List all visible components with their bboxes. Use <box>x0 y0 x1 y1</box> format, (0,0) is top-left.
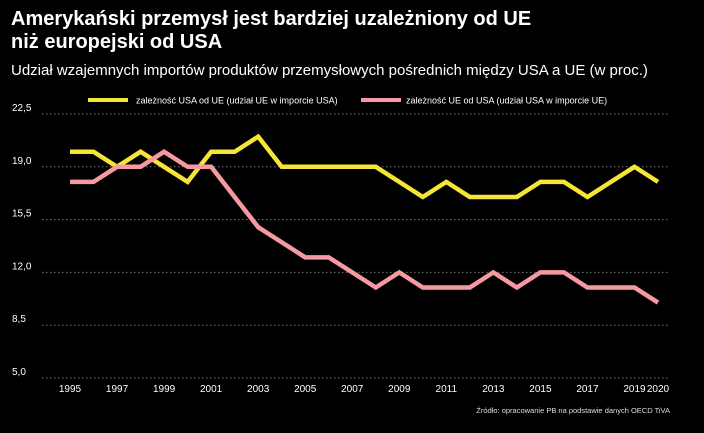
x-tick-label: 2011 <box>436 384 458 395</box>
series-line-usa-od-ue <box>70 133 660 200</box>
x-tick-label: 2015 <box>529 384 552 395</box>
x-tick-label: 1995 <box>59 384 82 395</box>
y-tick-label: 15,5 <box>12 209 32 220</box>
x-tick-label: 2001 <box>200 384 223 395</box>
x-tick-label: 2013 <box>482 384 505 395</box>
x-tick-label: 2003 <box>247 384 270 395</box>
chart-title: Amerykański przemysł jest bardziej uzale… <box>11 8 691 54</box>
y-axis-ticks: 22,5 19,0 15,5 12,0 8,5 5,0 <box>12 103 32 378</box>
y-tick-label: 22,5 <box>12 103 32 114</box>
x-tick-label: 1997 <box>106 384 129 395</box>
y-tick-label: 5,0 <box>12 367 26 378</box>
x-tick-label: 1999 <box>153 384 176 395</box>
chart-title-line2: niż europejski od USA <box>11 31 223 53</box>
x-tick-label: 2019 <box>623 384 646 395</box>
x-tick-label: 2020 <box>647 384 670 395</box>
legend-label-ue-od-usa: zależność UE od USA (udział USA w imporc… <box>406 96 607 106</box>
series-line-ue-od-usa <box>70 149 660 305</box>
chart-title-line1: Amerykański przemysł jest bardziej uzale… <box>11 8 532 30</box>
legend-label-usa-od-ue: zależność USA od UE (udział UE w imporci… <box>136 96 338 106</box>
x-axis-ticks: 1995 1997 1999 2001 2003 2005 2007 2009 2011 2013… <box>59 384 670 395</box>
source-note: Źródło: opracowanie PB na podstawie dany… <box>476 406 670 415</box>
legend: zależność USA od UE (udział UE w imporci… <box>88 96 607 106</box>
x-tick-label: 2007 <box>341 384 364 395</box>
x-tick-label: 2017 <box>576 384 599 395</box>
y-tick-label: 12,0 <box>12 261 32 272</box>
chart-subtitle: Udział wzajemnych importów produktów prz… <box>11 62 648 79</box>
series-lines <box>70 133 660 305</box>
y-tick-label: 19,0 <box>12 156 32 167</box>
x-tick-label: 2009 <box>388 384 411 395</box>
y-tick-label: 8,5 <box>12 314 26 325</box>
x-tick-label: 2005 <box>294 384 317 395</box>
